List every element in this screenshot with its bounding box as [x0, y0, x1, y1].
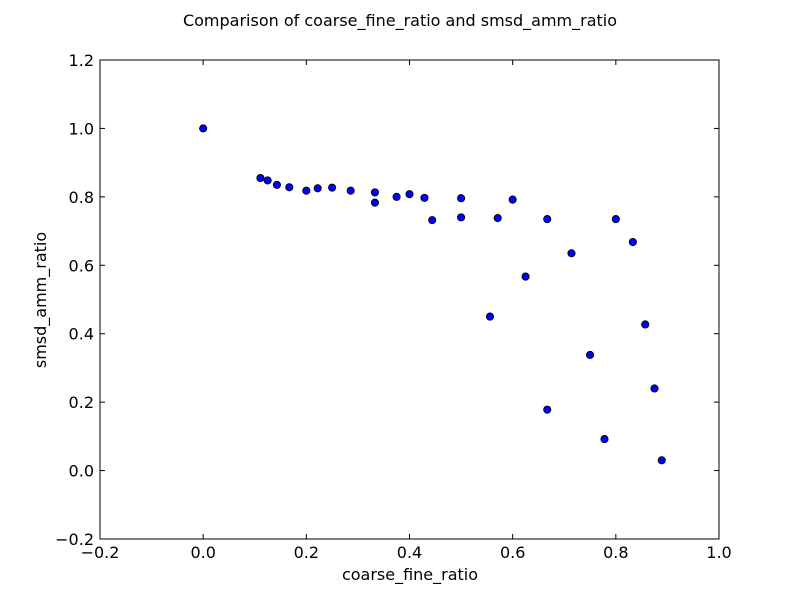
- chart-title: Comparison of coarse_fine_ratio and smsd…: [183, 11, 617, 31]
- data-point: [457, 213, 466, 222]
- x-tick-label: 0.2: [294, 543, 319, 562]
- data-point: [485, 312, 495, 321]
- x-tick-label: 1.0: [706, 543, 731, 562]
- y-tick-label: −0.2: [55, 530, 94, 549]
- x-axis-label: coarse_fine_ratio: [342, 565, 478, 585]
- axis-tick-labels: −0.2 0.0 0.2 0.4 0.6 0.8 1.0 −0.2 0.0 0.2 0.4 0.6 0.…: [55, 51, 732, 562]
- plot-frame: [99, 59, 720, 540]
- data-point: [328, 183, 337, 192]
- data-point: [543, 405, 552, 414]
- data-point: [370, 198, 379, 207]
- y-tick-label: 0.4: [69, 325, 94, 344]
- data-point: [302, 186, 311, 195]
- data-point: [585, 350, 595, 359]
- data-point: [600, 435, 609, 444]
- data-point: [611, 215, 620, 224]
- x-tick-label: 0.0: [190, 543, 215, 562]
- y-tick-label: 1.2: [69, 51, 94, 70]
- y-axis-label: smsd_amm_ratio: [31, 232, 51, 368]
- data-point: [428, 216, 437, 225]
- data-point: [405, 190, 414, 199]
- data-point: [256, 173, 265, 183]
- data-point: [285, 183, 294, 192]
- y-tick-label: 0.8: [69, 188, 94, 207]
- data-point: [657, 456, 666, 465]
- data-point: [641, 320, 650, 329]
- data-point: [346, 186, 355, 195]
- data-points: [199, 124, 666, 465]
- data-point: [628, 237, 637, 247]
- x-tick-label: 0.6: [500, 543, 525, 562]
- data-point: [543, 215, 552, 224]
- y-tick-label: 1.0: [69, 119, 94, 138]
- data-point: [272, 180, 281, 189]
- data-point: [650, 384, 659, 393]
- data-point: [508, 195, 517, 204]
- data-point: [392, 192, 401, 201]
- x-tick-label: −0.2: [81, 543, 120, 562]
- data-point: [521, 272, 530, 281]
- y-tick-label: 0.6: [69, 256, 94, 275]
- data-point: [370, 188, 379, 197]
- data-point: [420, 193, 429, 202]
- data-point: [263, 176, 272, 185]
- y-tick-label: 0.2: [69, 393, 94, 412]
- data-point: [567, 249, 576, 258]
- data-point: [313, 184, 322, 193]
- x-tick-label: 0.8: [603, 543, 628, 562]
- x-tick-label: 0.4: [397, 543, 422, 562]
- data-point: [199, 124, 208, 133]
- y-tick-label: 0.0: [69, 462, 94, 481]
- plot-area: [100, 60, 719, 539]
- data-point: [457, 194, 466, 203]
- data-point: [493, 214, 502, 223]
